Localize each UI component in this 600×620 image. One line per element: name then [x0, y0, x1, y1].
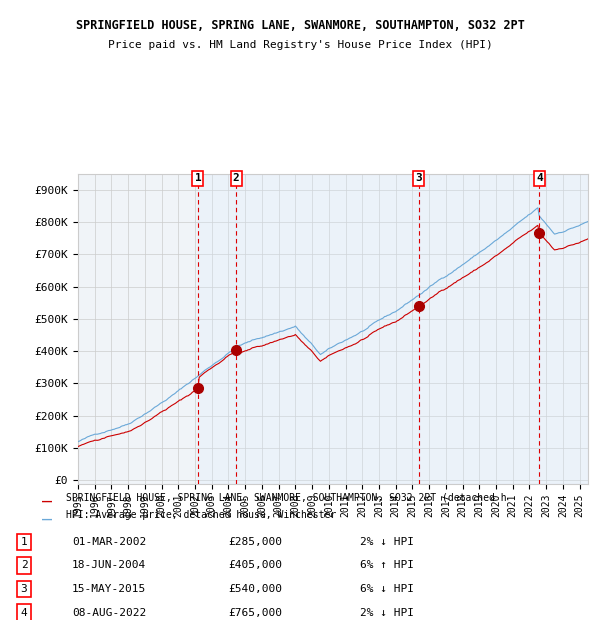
Text: 4: 4 — [536, 173, 543, 184]
Text: 2% ↓ HPI: 2% ↓ HPI — [360, 608, 414, 618]
Text: 08-AUG-2022: 08-AUG-2022 — [72, 608, 146, 618]
Text: 2: 2 — [233, 173, 239, 184]
Text: SPRINGFIELD HOUSE, SPRING LANE, SWANMORE, SOUTHAMPTON, SO32 2PT: SPRINGFIELD HOUSE, SPRING LANE, SWANMORE… — [76, 19, 524, 32]
Text: HPI: Average price, detached house, Winchester: HPI: Average price, detached house, Winc… — [66, 510, 336, 520]
Text: £540,000: £540,000 — [228, 584, 282, 594]
Text: £285,000: £285,000 — [228, 537, 282, 547]
Text: 15-MAY-2015: 15-MAY-2015 — [72, 584, 146, 594]
Bar — [236, 174, 419, 484]
Text: 2% ↓ HPI: 2% ↓ HPI — [360, 537, 414, 547]
Text: 1: 1 — [194, 173, 201, 184]
Text: £765,000: £765,000 — [228, 608, 282, 618]
Text: —: — — [42, 510, 52, 528]
Text: 6% ↓ HPI: 6% ↓ HPI — [360, 584, 414, 594]
Text: 3: 3 — [415, 173, 422, 184]
Text: Price paid vs. HM Land Registry's House Price Index (HPI): Price paid vs. HM Land Registry's House … — [107, 40, 493, 50]
Text: 01-MAR-2002: 01-MAR-2002 — [72, 537, 146, 547]
Text: 3: 3 — [20, 584, 28, 594]
Text: 6% ↑ HPI: 6% ↑ HPI — [360, 560, 414, 570]
Text: 18-JUN-2004: 18-JUN-2004 — [72, 560, 146, 570]
Text: 4: 4 — [20, 608, 28, 618]
Bar — [539, 174, 588, 484]
Text: —: — — [42, 493, 52, 511]
Bar — [198, 174, 236, 484]
Text: SPRINGFIELD HOUSE, SPRING LANE, SWANMORE, SOUTHAMPTON, SO32 2PT (detached h: SPRINGFIELD HOUSE, SPRING LANE, SWANMORE… — [66, 493, 506, 503]
Text: £405,000: £405,000 — [228, 560, 282, 570]
Text: 1: 1 — [20, 537, 28, 547]
Bar — [419, 174, 539, 484]
Text: 2: 2 — [20, 560, 28, 570]
